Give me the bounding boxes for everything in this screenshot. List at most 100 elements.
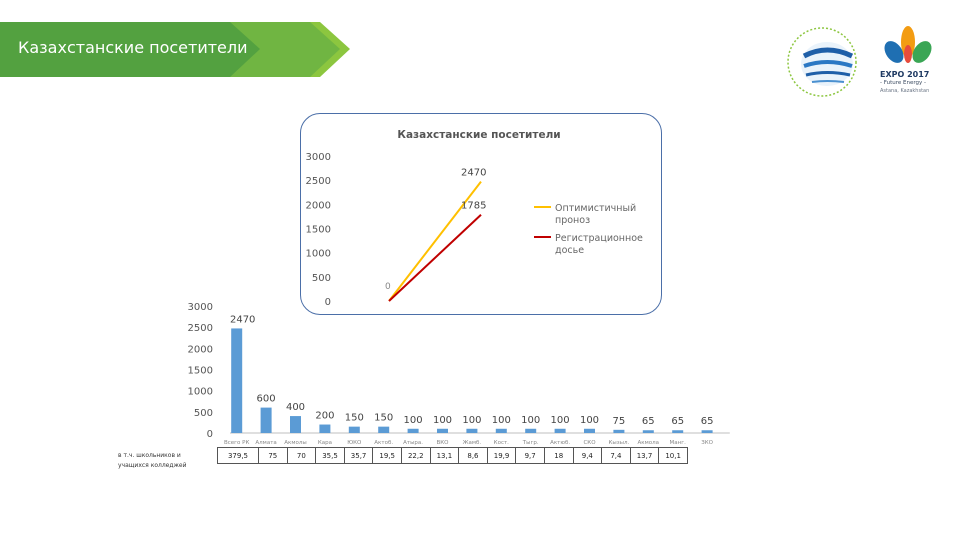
bar	[584, 428, 595, 433]
legend-label: досье	[555, 245, 584, 256]
table-cell: 70	[286, 447, 317, 464]
y-tick-label: 1500	[306, 225, 331, 236]
bar	[290, 416, 301, 433]
y-tick-label: 1500	[188, 366, 213, 377]
data-label: 150	[374, 413, 393, 424]
table-cell: 35,7	[343, 447, 374, 464]
y-tick-label: 0	[325, 297, 331, 308]
series-line-1	[388, 181, 482, 302]
bar	[378, 426, 390, 433]
chart-title: Казахстанские посетители	[397, 129, 560, 141]
table-cell: 9,4	[572, 447, 603, 464]
table-row: 379,5 75 70 35,5 35,7 19,5 22,2 13,1 8,6 19,9 9,7 1…	[217, 447, 688, 464]
table-cell: 8,6	[458, 447, 488, 464]
x-tick-label: Актоб.	[374, 440, 393, 446]
table-cell: 35,5	[315, 447, 345, 464]
legend-label: Оптимистичный	[555, 203, 636, 214]
data-label: 600	[257, 394, 276, 405]
data-label: 100	[551, 415, 570, 426]
y-tick-label: 2500	[188, 323, 213, 334]
x-tick-label: Жамб.	[463, 440, 482, 446]
y-tick-label: 2000	[306, 200, 331, 211]
bar	[319, 424, 331, 433]
bar	[642, 430, 654, 433]
expo-subtitle: Astana, Kazakhstan	[880, 88, 930, 94]
bar	[466, 428, 478, 433]
data-label: 65	[701, 416, 714, 427]
data-label: 100	[462, 415, 481, 426]
data-label: 65	[642, 416, 655, 427]
legend-label: проноз	[555, 215, 590, 226]
expo-2017-logo-icon	[884, 26, 932, 63]
table-cell: 9,7	[515, 447, 545, 464]
table-cell: 18	[543, 447, 574, 464]
series-line-2	[388, 213, 482, 302]
x-tick-label: Акмола	[638, 440, 659, 446]
x-tick-label: Кара	[318, 440, 332, 446]
bar	[231, 328, 243, 433]
y-tick-label: 500	[312, 273, 331, 284]
table-cell: 75	[258, 447, 288, 464]
x-tick-label: Актюб.	[550, 440, 570, 446]
table-cell: 19,5	[372, 447, 402, 464]
data-label: 2470	[230, 314, 255, 325]
x-tick-label: Акмолы	[284, 440, 306, 446]
x-tick-label: Всего РК	[224, 440, 250, 446]
bar	[260, 407, 272, 433]
bar	[525, 428, 537, 433]
data-label: 100	[433, 415, 452, 426]
expo-name: EXPO 2017	[880, 70, 930, 79]
bar	[613, 429, 625, 433]
bar	[554, 428, 566, 433]
table-cell: 13,1	[429, 447, 460, 464]
y-tick-label: 2500	[306, 176, 331, 187]
data-label: 2470	[461, 168, 486, 179]
line-chart: Казахстанские посетители 0 500 1000 1500 2000…	[306, 129, 643, 308]
table-cell: 7,4	[601, 447, 631, 464]
x-tick-label: ВКО	[436, 440, 449, 446]
table-cell: 13,7	[629, 447, 660, 464]
x-tick-label: ЗКО	[701, 440, 713, 446]
x-tick-label: Кост.	[494, 440, 509, 446]
data-label: 75	[613, 416, 626, 427]
y-tick-label: 500	[194, 408, 213, 419]
x-tick-label: СКО	[583, 440, 596, 446]
y-tick-label: 2000	[188, 344, 213, 355]
table-cell: 10,1	[658, 447, 688, 464]
data-label: 150	[345, 413, 364, 424]
bar	[672, 430, 684, 433]
data-label: 100	[404, 415, 423, 426]
bar	[437, 428, 448, 433]
y-tick-label: 0	[207, 429, 213, 440]
bar	[701, 430, 713, 433]
x-tick-label: ЮКО	[347, 440, 362, 446]
data-label: 400	[286, 402, 305, 413]
x-tick-label: Кызыл.	[609, 440, 630, 446]
y-tick-label: 3000	[188, 302, 213, 313]
line-chart-panel: Казахстанские посетители 0 500 1000 1500 2000…	[300, 113, 662, 315]
data-label: 100	[492, 415, 511, 426]
table-cell: 19,9	[486, 447, 517, 464]
students-table: 379,5 75 70 35,5 35,7 19,5 22,2 13,1 8,6 19,9 9,7 1…	[217, 447, 688, 464]
bar-chart: 0 500 1000 1500 2000 2500 3000 2470 Всего РК 600 А…	[188, 302, 730, 446]
data-label: 100	[580, 415, 599, 426]
bar	[348, 426, 360, 433]
y-tick-label: 3000	[306, 152, 331, 163]
header-banner	[0, 22, 350, 77]
x-tick-label: Атыра.	[403, 440, 423, 446]
y-tick-label: 1000	[306, 249, 331, 260]
bar	[495, 428, 507, 433]
bar	[407, 428, 419, 433]
data-label: 65	[671, 416, 684, 427]
slide-title: Казахстанские посетители	[18, 38, 248, 57]
astana-expo-emblem-icon	[787, 27, 857, 97]
expo-theme: - Future Energy -	[880, 80, 926, 86]
data-label: 100	[521, 415, 540, 426]
data-label: 1785	[461, 201, 486, 212]
y-tick-label: 1000	[188, 387, 213, 398]
x-tick-label: Манг.	[670, 440, 687, 446]
table-cell: 379,5	[217, 447, 259, 464]
table-cell: 22,2	[400, 447, 431, 464]
data-label: 0	[385, 282, 391, 292]
x-tick-label: Алмата	[255, 440, 276, 446]
